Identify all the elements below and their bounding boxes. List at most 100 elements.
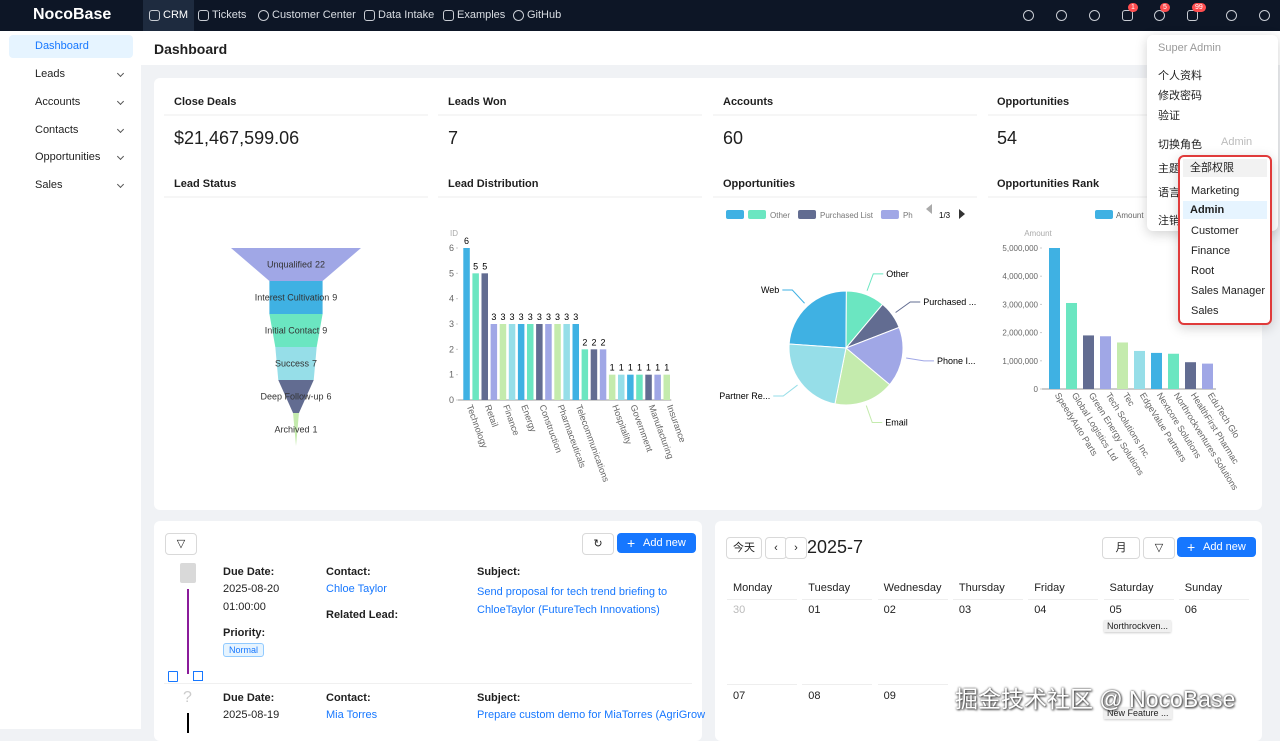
logo[interactable]: NocoBase <box>33 6 112 23</box>
day-number: 08 <box>808 690 821 702</box>
filter-button[interactable]: ▽ <box>165 533 197 555</box>
today-button[interactable]: 今天 <box>726 537 762 559</box>
day-number: 07 <box>733 690 746 702</box>
field-label: Contact: <box>326 692 371 704</box>
nav-item[interactable]: Tickets <box>212 9 247 21</box>
menu-item[interactable]: Contacts <box>9 119 133 142</box>
tool-icon[interactable] <box>1122 10 1133 21</box>
value-label: 3 <box>519 312 524 322</box>
legend-label: Other <box>770 211 790 220</box>
x-tick-label: Tec <box>1121 391 1137 409</box>
role-item[interactable]: Root <box>1191 265 1215 277</box>
filter-button[interactable]: ▽ <box>1143 537 1175 559</box>
prev-button[interactable]: ‹ <box>765 537 787 559</box>
role-item[interactable]: Customer <box>1191 225 1239 237</box>
nav-item[interactable]: Examples <box>457 9 506 21</box>
tool-icon[interactable] <box>1023 10 1034 21</box>
role-item[interactable]: Finance <box>1191 245 1231 257</box>
contact-link[interactable]: Mia Torres <box>326 709 378 721</box>
leader-line <box>895 301 921 313</box>
menu-item[interactable]: Opportunities <box>9 146 133 169</box>
add-button[interactable]: + Add new <box>617 533 696 553</box>
menu-item[interactable]: 修改密码 <box>1158 90 1202 102</box>
role-select[interactable]: Admin <box>1221 136 1253 148</box>
value-label: 3 <box>528 312 533 322</box>
legend-swatch <box>748 210 766 219</box>
label: Contacts <box>35 124 79 136</box>
separator <box>802 684 873 685</box>
nav-icon <box>513 10 524 21</box>
view-select[interactable]: 月 <box>1102 537 1140 559</box>
menu-item[interactable]: 切换角色 <box>1158 139 1202 151</box>
weekday: Friday <box>1034 582 1065 594</box>
nav-icon <box>364 10 375 21</box>
timeline <box>187 589 189 674</box>
nav-item[interactable]: Customer Center <box>272 9 356 21</box>
refresh-button[interactable]: ↻ <box>582 533 614 555</box>
value-label: 1 <box>610 363 615 373</box>
role-item[interactable]: Sales <box>1191 305 1219 317</box>
role-item[interactable]: Sales Manager <box>1191 285 1265 297</box>
legend-swatch <box>1095 210 1113 219</box>
bar <box>517 324 525 400</box>
menu-item[interactable]: Sales <box>9 174 133 197</box>
role-item[interactable]: Marketing <box>1191 185 1240 197</box>
menu-item[interactable]: 语言 <box>1158 187 1180 199</box>
next-button[interactable]: › <box>785 537 807 559</box>
x-tick-label: Finance <box>501 403 521 437</box>
edit-icon[interactable] <box>193 671 203 681</box>
menu-item[interactable]: Dashboard <box>9 35 133 58</box>
role-item[interactable]: 全部权限 <box>1183 159 1267 177</box>
menu-item[interactable]: 注销 <box>1158 215 1180 227</box>
funnel-stage <box>293 413 299 446</box>
nav-item[interactable]: GitHub <box>527 9 562 21</box>
nav-item[interactable]: CRM <box>143 0 195 31</box>
stat-label: Leads Won <box>448 96 507 108</box>
field-label: Related Lead: <box>326 609 399 621</box>
delete-icon[interactable] <box>168 671 178 682</box>
subject-link[interactable]: Prepare custom demo for MiaTorres (AgriG… <box>477 709 706 721</box>
value-label: 1 <box>655 363 660 373</box>
role-item[interactable]: Admin <box>1183 201 1267 219</box>
menu-item[interactable]: Accounts <box>9 91 133 114</box>
bar <box>627 374 634 400</box>
nav-item[interactable]: Data Intake <box>378 9 435 21</box>
y-tick-label: 6 <box>449 243 454 253</box>
bar <box>527 324 534 400</box>
bar <box>581 349 589 400</box>
contact-link[interactable]: Chloe Taylor <box>326 583 387 595</box>
menu-item[interactable]: 验证 <box>1158 110 1180 122</box>
menu-item[interactable]: Leads <box>9 63 133 86</box>
separator <box>1028 599 1099 600</box>
value-label: 3 <box>546 312 551 322</box>
menu-item[interactable]: 个人资料 <box>1158 70 1202 82</box>
day-number: 09 <box>883 690 896 702</box>
separator <box>877 599 948 600</box>
y-tick-label: 2,000,000 <box>1002 329 1038 338</box>
value-label: 3 <box>564 312 569 322</box>
category: Initial Contact <box>265 326 320 336</box>
bar <box>499 324 507 400</box>
tool-icon[interactable] <box>1259 10 1270 21</box>
funnel-label: Archived 1 <box>274 425 317 435</box>
bar <box>599 349 607 400</box>
field-label: Due Date: <box>223 692 275 704</box>
bar <box>508 324 516 400</box>
tool-icon[interactable] <box>1226 10 1237 21</box>
field-label: Subject: <box>477 566 521 578</box>
tool-icon[interactable] <box>1089 10 1100 21</box>
value-label: 2 <box>582 337 587 347</box>
menu-item[interactable]: 主题 <box>1158 163 1180 175</box>
tool-icon[interactable] <box>1154 10 1165 21</box>
value: 1 <box>313 425 318 435</box>
y-tick-label: 3,000,000 <box>1002 300 1038 309</box>
pie-slice <box>845 326 904 386</box>
tool-icon[interactable] <box>1056 10 1067 21</box>
bar <box>1100 336 1111 389</box>
add-button[interactable]: + Add new <box>1177 537 1256 557</box>
funnel-label: Deep Follow-up 6 <box>260 392 331 402</box>
bar <box>545 324 552 400</box>
subject-link[interactable]: Send proposal for tech trend briefing to… <box>477 586 668 616</box>
bar <box>1202 363 1213 389</box>
